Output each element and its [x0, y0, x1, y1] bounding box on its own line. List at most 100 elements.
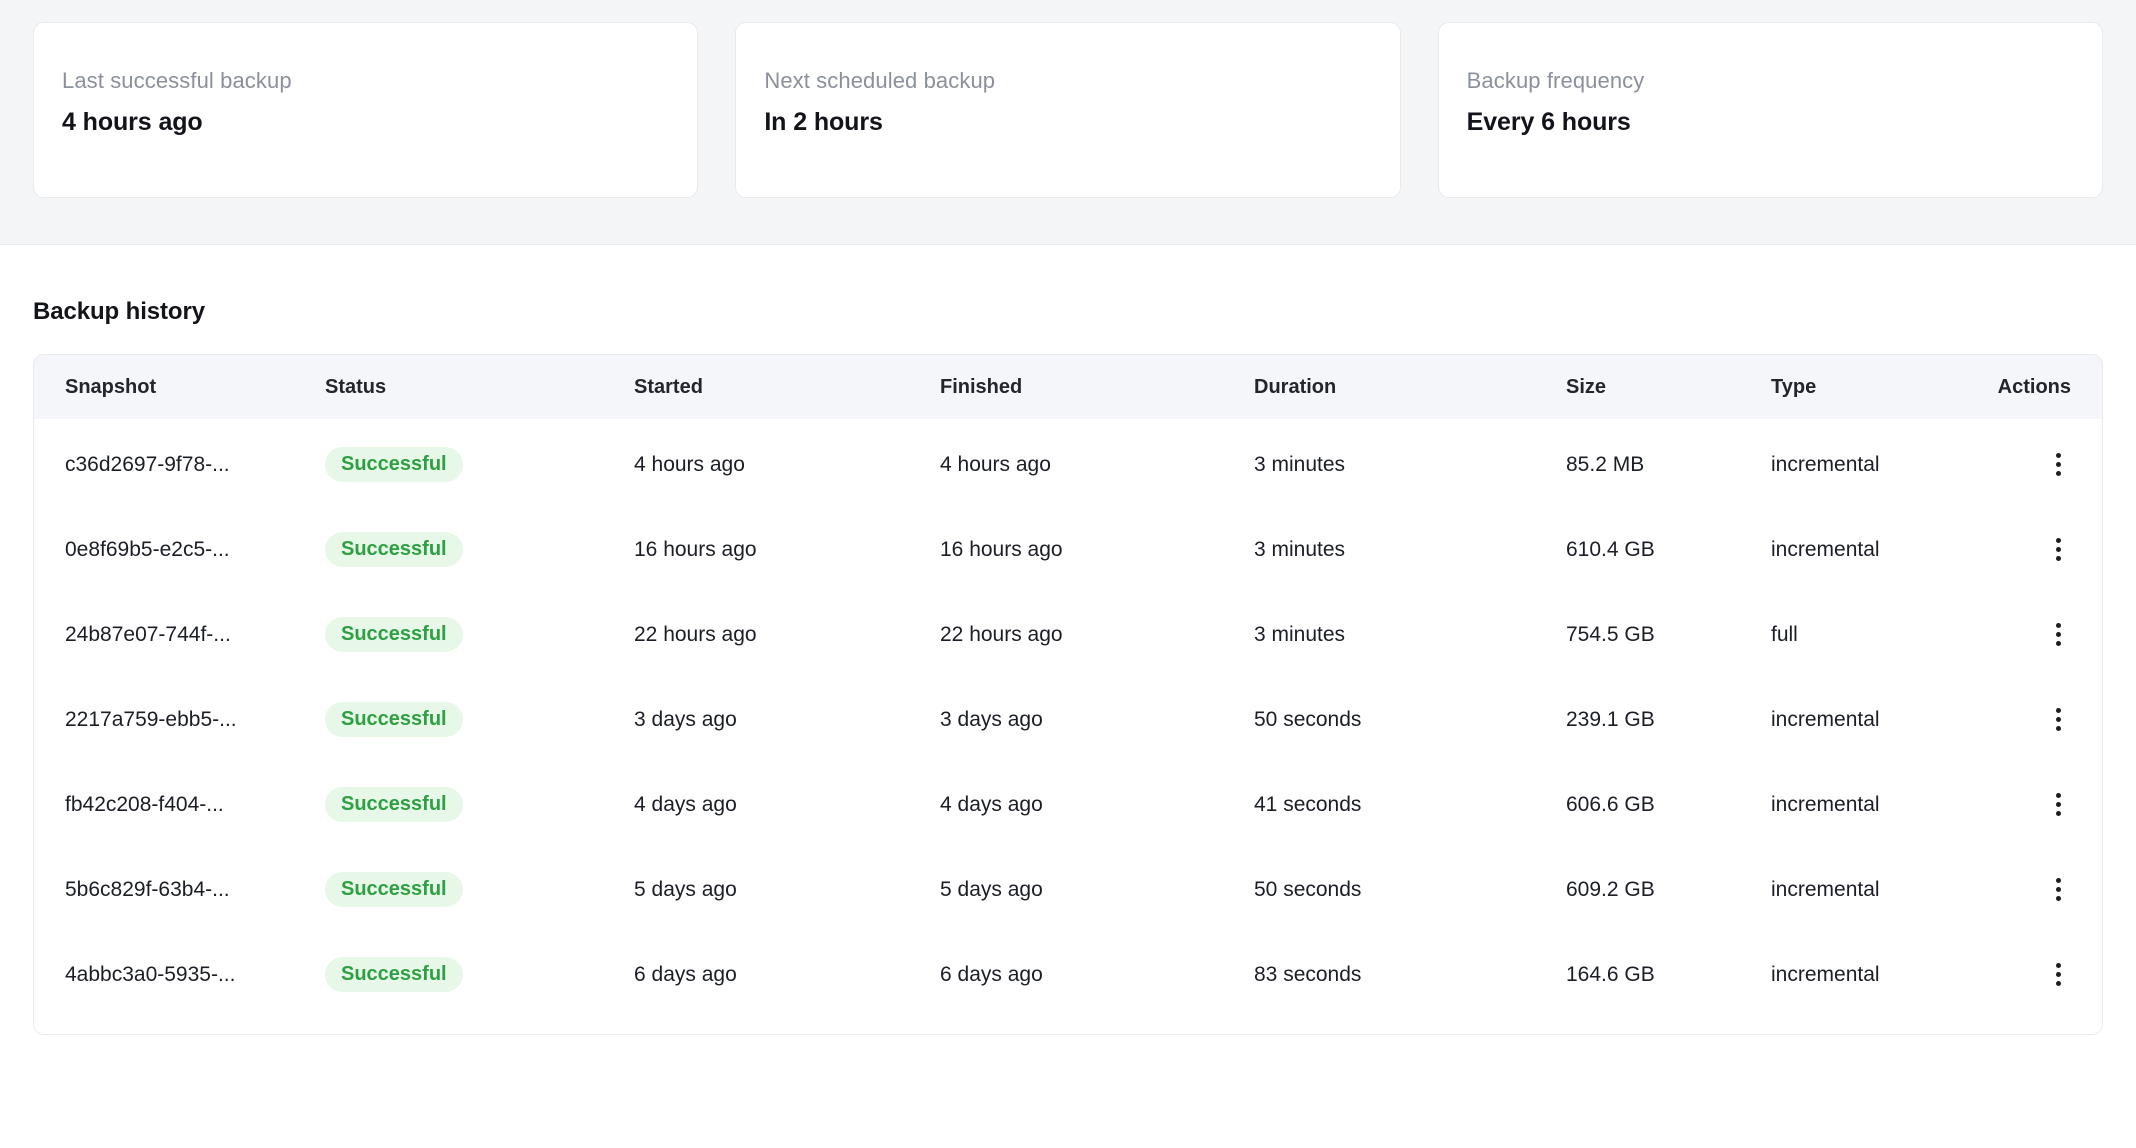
cell-duration: 83 seconds [1254, 962, 1362, 986]
cell-duration: 3 minutes [1254, 622, 1346, 646]
cell-size: 610.4 GB [1566, 537, 1655, 561]
cell-duration: 50 seconds [1254, 877, 1362, 901]
cell-status: Successful [325, 677, 634, 762]
cell-started: 4 days ago [634, 792, 737, 816]
cell-type: incremental [1771, 792, 1880, 816]
kebab-menu-icon[interactable] [2045, 620, 2071, 650]
status-badge: Successful [325, 447, 463, 482]
cell-duration: 41 seconds [1254, 792, 1362, 816]
stat-card-backup-frequency: Backup frequency Every 6 hours [1437, 22, 2103, 198]
cell-status: Successful [325, 419, 634, 507]
cell-actions [1971, 507, 2102, 592]
kebab-menu-icon[interactable] [2045, 450, 2071, 480]
table-header-row: Snapshot Status Started Finished Duratio… [34, 355, 2102, 419]
cell-finished: 3 days ago [940, 707, 1043, 731]
cell-size: 754.5 GB [1566, 622, 1655, 646]
cell-started: 22 hours ago [634, 622, 757, 646]
cell-type: incremental [1771, 452, 1880, 476]
cell-type: incremental [1771, 877, 1880, 901]
cell-status: Successful [325, 762, 634, 847]
column-header-actions: Actions [1997, 376, 2071, 398]
kebab-menu-icon[interactable] [2045, 875, 2071, 905]
cell-type: incremental [1771, 962, 1880, 986]
stat-card-label: Backup frequency [1466, 68, 1645, 93]
stat-card-value: Every 6 hours [1466, 107, 1631, 136]
cell-started: 5 days ago [634, 877, 737, 901]
cell-duration: 3 minutes [1254, 452, 1346, 476]
table-row[interactable]: 0e8f69b5-e2c5-... Successful 16 hours ago 1… [34, 507, 2102, 592]
cell-size: 164.6 GB [1566, 962, 1655, 986]
cell-duration: 3 minutes [1254, 537, 1346, 561]
column-header-snapshot[interactable]: Snapshot [65, 376, 157, 398]
column-header-finished[interactable]: Finished [940, 376, 1023, 398]
kebab-menu-icon[interactable] [2045, 960, 2071, 990]
cell-size: 609.2 GB [1566, 877, 1655, 901]
kebab-menu-icon[interactable] [2045, 705, 2071, 735]
cell-status: Successful [325, 592, 634, 677]
column-header-type[interactable]: Type [1771, 376, 1817, 398]
status-badge: Successful [325, 617, 463, 652]
cell-actions [1971, 419, 2102, 507]
table-row[interactable]: c36d2697-9f78-... Successful 4 hours ago 4 … [34, 419, 2102, 507]
table-row[interactable]: 2217a759-ebb5-... Successful 3 days ago 3 d… [34, 677, 2102, 762]
stat-card-next-scheduled-backup: Next scheduled backup In 2 hours [735, 22, 1401, 198]
cell-finished: 4 days ago [940, 792, 1043, 816]
cell-snapshot[interactable]: 5b6c829f-63b4-... [65, 877, 230, 901]
cell-size: 85.2 MB [1566, 452, 1645, 476]
table-row[interactable]: 24b87e07-744f-... Successful 22 hours ago 2… [34, 592, 2102, 677]
cell-started: 6 days ago [634, 962, 737, 986]
cell-status: Successful [325, 932, 634, 1034]
cell-actions [1971, 677, 2102, 762]
cell-finished: 16 hours ago [940, 537, 1063, 561]
cell-type: incremental [1771, 537, 1880, 561]
kebab-menu-icon[interactable] [2045, 790, 2071, 820]
cell-size: 606.6 GB [1566, 792, 1655, 816]
page-title: Backup history [33, 298, 205, 325]
cell-snapshot[interactable]: c36d2697-9f78-... [65, 452, 230, 476]
cell-actions [1971, 932, 2102, 1034]
status-badge: Successful [325, 957, 463, 992]
cell-started: 16 hours ago [634, 537, 757, 561]
cell-actions [1971, 592, 2102, 677]
cell-finished: 4 hours ago [940, 452, 1051, 476]
kebab-menu-icon[interactable] [2045, 535, 2071, 565]
stat-card-value: In 2 hours [764, 107, 883, 136]
cell-finished: 6 days ago [940, 962, 1043, 986]
table-body: c36d2697-9f78-... Successful 4 hours ago 4 … [34, 419, 2102, 1034]
cell-type: incremental [1771, 707, 1880, 731]
stat-card-label: Next scheduled backup [764, 68, 996, 93]
cell-actions [1971, 762, 2102, 847]
summary-card-grid: Last successful backup 4 hours ago Next … [33, 22, 2103, 198]
cell-finished: 5 days ago [940, 877, 1043, 901]
table-row[interactable]: fb42c208-f404-... Successful 4 days ago 4 d… [34, 762, 2102, 847]
cell-started: 3 days ago [634, 707, 737, 731]
table-row[interactable]: 4abbc3a0-5935-... Successful 6 days ago 6 d… [34, 932, 2102, 1034]
table-header: Snapshot Status Started Finished Duratio… [34, 355, 2102, 419]
backup-history-table-card: Snapshot Status Started Finished Duratio… [33, 354, 2103, 1035]
cell-snapshot[interactable]: 2217a759-ebb5-... [65, 707, 237, 731]
stat-card-label: Last successful backup [62, 68, 292, 93]
cell-snapshot[interactable]: 0e8f69b5-e2c5-... [65, 537, 230, 561]
column-header-duration[interactable]: Duration [1254, 376, 1337, 398]
backup-history-section: Backup history Snapshot Status Started F… [0, 245, 2136, 1035]
cell-finished: 22 hours ago [940, 622, 1063, 646]
status-badge: Successful [325, 702, 463, 737]
cell-snapshot[interactable]: 4abbc3a0-5935-... [65, 962, 236, 986]
backup-history-table: Snapshot Status Started Finished Duratio… [34, 355, 2102, 1034]
status-badge: Successful [325, 872, 463, 907]
cell-snapshot[interactable]: 24b87e07-744f-... [65, 622, 231, 646]
summary-band: Last successful backup 4 hours ago Next … [0, 0, 2136, 245]
cell-started: 4 hours ago [634, 452, 745, 476]
stat-card-value: 4 hours ago [62, 107, 203, 136]
cell-snapshot[interactable]: fb42c208-f404-... [65, 792, 224, 816]
status-badge: Successful [325, 532, 463, 567]
column-header-started[interactable]: Started [634, 376, 703, 398]
cell-type: full [1771, 622, 1798, 646]
column-header-status[interactable]: Status [325, 376, 387, 398]
table-row[interactable]: 5b6c829f-63b4-... Successful 5 days ago 5 d… [34, 847, 2102, 932]
cell-status: Successful [325, 507, 634, 592]
status-badge: Successful [325, 787, 463, 822]
column-header-size[interactable]: Size [1566, 376, 1607, 398]
cell-status: Successful [325, 847, 634, 932]
cell-actions [1971, 847, 2102, 932]
